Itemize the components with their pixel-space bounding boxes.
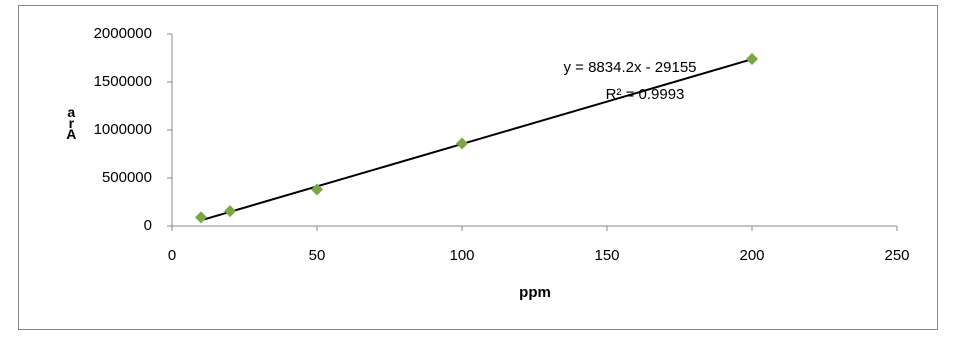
data-point	[224, 205, 236, 218]
y-tick-label: 0	[144, 217, 152, 234]
data-point	[195, 211, 207, 224]
trendline-equation: y = 8834.2x - 29155	[563, 59, 696, 76]
data-point	[311, 183, 323, 196]
x-tick-label: 150	[594, 247, 619, 264]
y-tick-label: 1500000	[94, 73, 152, 90]
x-tick-label: 0	[168, 247, 176, 264]
r-squared: R² = 0.9993	[606, 86, 685, 103]
x-tick-label: 250	[884, 247, 909, 264]
y-tick-label: 1000000	[94, 121, 152, 138]
data-point	[456, 137, 468, 150]
y-tick-label: 500000	[102, 169, 152, 186]
y-tick-label: 2000000	[94, 25, 152, 42]
trendline	[200, 58, 753, 222]
x-tick-label: 200	[739, 247, 764, 264]
data-point	[746, 52, 758, 65]
x-axis-label: ppm	[519, 284, 551, 301]
chart-border	[18, 5, 938, 330]
y-axis-label: arA	[63, 104, 79, 139]
x-tick-label: 50	[309, 247, 326, 264]
x-tick-label: 100	[449, 247, 474, 264]
